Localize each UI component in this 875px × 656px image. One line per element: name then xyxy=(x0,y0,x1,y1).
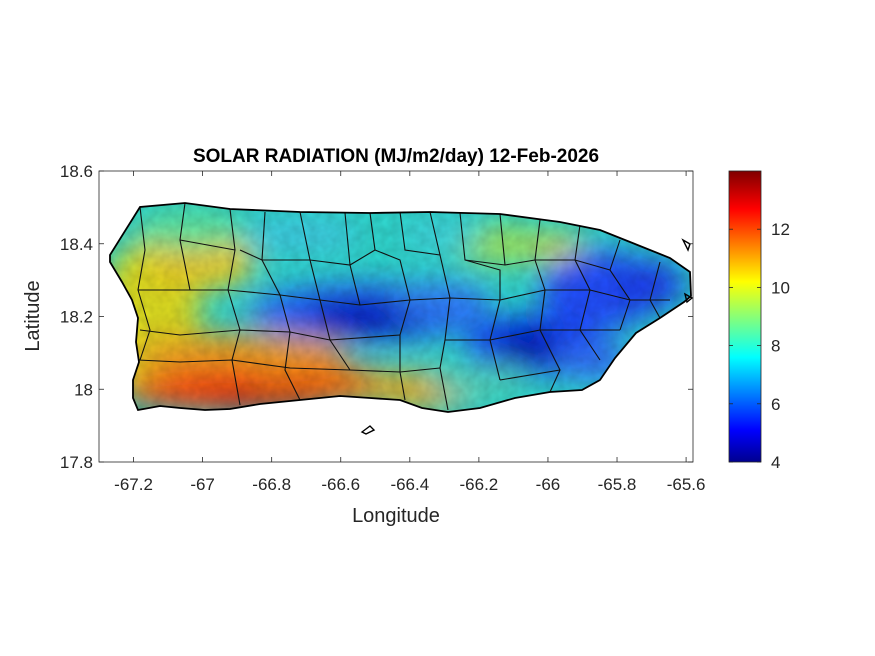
colorbar-tick-label: 10 xyxy=(771,278,790,297)
colorbar-tick-label: 8 xyxy=(771,337,780,356)
x-tick-label: -65.6 xyxy=(667,475,706,494)
y-tick-label: 18 xyxy=(74,380,93,399)
offshore-islets xyxy=(360,238,694,435)
x-tick-label: -65.8 xyxy=(598,475,637,494)
y-axis: 17.8 18 18.2 18.4 18.6 xyxy=(60,162,693,472)
x-tick-label: -67 xyxy=(190,475,215,494)
colorbar-tick-label: 4 xyxy=(771,453,780,472)
x-axis: -67.2 -67 -66.8 -66.6 -66.4 -66.2 -66 -65.8 -65.… xyxy=(114,171,705,494)
y-tick-label: 18.2 xyxy=(60,308,93,327)
colorbar-tick-label: 12 xyxy=(771,220,790,239)
colorbar: 4 6 8 10 12 xyxy=(728,170,790,472)
x-tick-label: -66.8 xyxy=(252,475,291,494)
y-tick-label: 18.6 xyxy=(60,162,93,181)
x-tick-label: -66.6 xyxy=(321,475,360,494)
y-axis-label: Latitude xyxy=(22,280,44,351)
x-tick-label: -67.2 xyxy=(114,475,153,494)
y-tick-label: 18.4 xyxy=(60,235,93,254)
x-tick-label: -66.2 xyxy=(460,475,499,494)
colorbar-tick-label: 6 xyxy=(771,395,780,414)
colorbar-scale xyxy=(728,170,762,463)
chart-title: SOLAR RADIATION (MJ/m2/day) 12-Feb-2026 xyxy=(193,146,599,167)
colorbar-ticks: 4 6 8 10 12 xyxy=(729,220,790,472)
solar-radiation-field xyxy=(110,203,691,412)
municipality-boundaries xyxy=(137,203,670,411)
x-axis-label: Longitude xyxy=(352,505,440,527)
x-tick-label: -66 xyxy=(536,475,561,494)
x-tick-label: -66.4 xyxy=(390,475,429,494)
y-tick-label: 17.8 xyxy=(60,453,93,472)
